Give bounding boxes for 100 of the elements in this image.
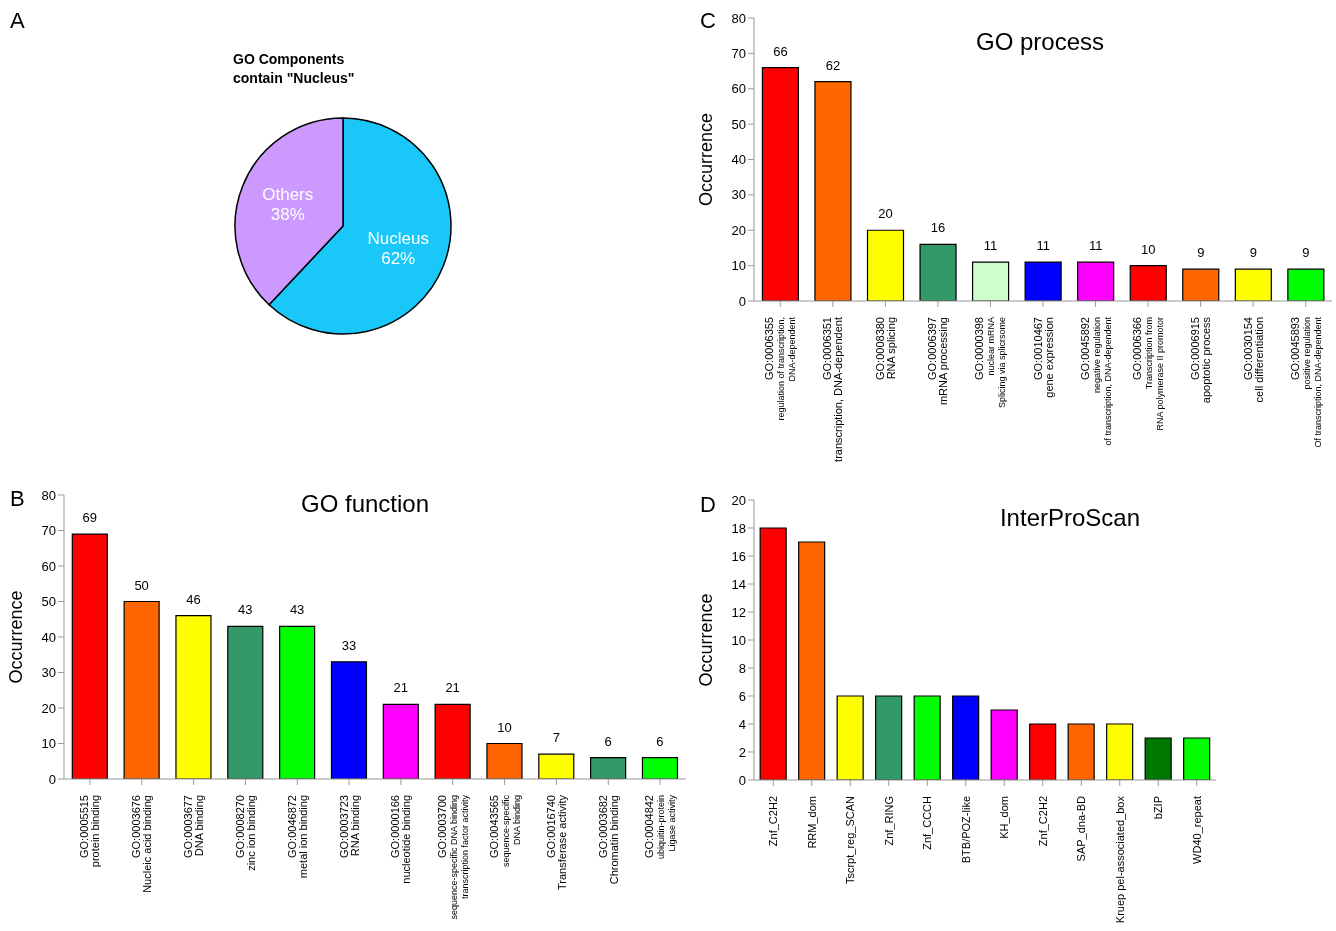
bar — [538, 753, 575, 779]
y-tick-label: 10 — [41, 736, 56, 752]
x-tick-label: GO:0006355 regulation of transcription, DNA-dependent — [763, 316, 798, 421]
bar — [123, 600, 160, 779]
bar — [1129, 265, 1167, 301]
data-label: 33 — [341, 637, 357, 653]
data-label: 62 — [825, 57, 841, 73]
bar — [382, 703, 419, 779]
y-axis-title: Occurrence — [696, 112, 717, 207]
data-label: 11 — [1088, 238, 1103, 254]
data-label: 62% — [381, 248, 416, 268]
y-tick-label: 10 — [731, 258, 746, 274]
x-tick-label: Znf_C2H2 — [767, 796, 780, 847]
y-tick-label: 6 — [738, 688, 746, 704]
y-tick-label: 12 — [731, 604, 746, 620]
y-axis-title: Occurrence — [6, 590, 27, 684]
text: D — [700, 492, 716, 518]
data-label: 66 — [773, 43, 788, 59]
slice-label: Nucleus — [367, 228, 429, 248]
x-tick-label: GO:0003677 DNA binding — [182, 795, 206, 858]
bar — [1029, 723, 1057, 780]
x-tick-label: GO:0003682 Chromatin binding — [596, 795, 620, 885]
y-tick-label: 0 — [48, 771, 56, 787]
bar — [486, 742, 523, 779]
bar — [919, 243, 957, 301]
y-tick-label: 50 — [731, 116, 746, 132]
x-tick-label: Znf_C2H2 — [1036, 796, 1049, 847]
data-label: 9 — [1249, 245, 1257, 261]
y-tick-label: 50 — [41, 594, 56, 610]
data-label: 11 — [983, 238, 998, 254]
data-label: 43 — [289, 602, 305, 618]
bar — [761, 66, 800, 301]
bar — [434, 703, 471, 779]
y-tick-label: 20 — [41, 700, 56, 716]
x-tick-label: KH_dom — [998, 796, 1011, 839]
y-tick-label: 2 — [738, 744, 746, 760]
bar — [641, 757, 679, 779]
data-label: 46 — [186, 591, 201, 607]
x-tick-label: GO:0010467 gene expression — [1031, 317, 1055, 398]
bar — [952, 695, 980, 780]
x-tick-label: GO:0016740 Transferase activity — [544, 794, 568, 890]
bar — [227, 625, 264, 779]
x-tick-label: GO:0045893 positive regulation Of transcription, DNA-dependent — [1288, 316, 1323, 448]
x-tick-label: Tscrpt_reg_SCAN — [844, 795, 857, 885]
x-tick-label: BTB/POZ-like — [959, 796, 972, 864]
data-label: 9 — [1197, 245, 1205, 261]
x-tick-label: GO:0006915 apoptotic process — [1189, 316, 1213, 404]
x-tick-label: RRM_dom — [805, 796, 818, 849]
y-tick-label: 0 — [738, 293, 746, 309]
bar — [866, 229, 905, 301]
x-tick-label: GO:0006351 transcription, DNA-dependent — [821, 317, 845, 462]
bar — [814, 81, 852, 301]
bar — [990, 709, 1018, 780]
y-axis-title: Occurrence — [696, 593, 717, 687]
x-tick-label: GO:0000166 nucleotide binding — [389, 795, 413, 884]
chart-title: InterProScan — [998, 504, 1142, 532]
bar — [1183, 737, 1211, 780]
y-tick-label: 8 — [738, 660, 746, 676]
chart-title: GO Components contain "Nucleus" — [233, 50, 356, 88]
x-tick-label: bZIP — [1152, 796, 1165, 820]
y-tick-label: 18 — [731, 520, 746, 536]
data-label: 50 — [134, 577, 149, 593]
y-tick-label: 80 — [731, 10, 746, 26]
bar — [590, 757, 627, 779]
y-tick-label: 10 — [731, 632, 746, 648]
data-label: 11 — [1036, 238, 1050, 254]
y-tick-label: 20 — [731, 222, 746, 238]
x-tick-label: GO:0006397 mRNA processing — [926, 317, 950, 406]
bar — [1287, 268, 1325, 301]
x-tick-label: GO:0005515 protein binding — [78, 795, 102, 868]
data-label: 21 — [393, 680, 409, 696]
data-label: 21 — [445, 680, 460, 696]
x-tick-label: WD40_repeat — [1190, 796, 1203, 864]
data-label: 10 — [497, 719, 512, 735]
x-tick-label: GO:0004842 ubiquitin-protein Ligase activity — [643, 794, 678, 860]
chart-title: GO function — [299, 490, 431, 518]
bar — [1077, 261, 1115, 301]
bar — [836, 695, 864, 780]
y-tick-label: 4 — [738, 716, 746, 732]
text: B — [10, 486, 25, 512]
x-tick-label: Kruep pel-associated_box — [1113, 795, 1126, 924]
x-tick-label: GO:0008270 zinc ion binding — [233, 795, 257, 871]
data-label: 9 — [1302, 245, 1310, 261]
data-label: 43 — [238, 602, 253, 618]
y-tick-label: 40 — [41, 629, 56, 645]
bar — [913, 695, 941, 780]
bar — [175, 615, 212, 779]
bar — [798, 541, 826, 780]
y-tick-label: 80 — [41, 487, 56, 503]
y-tick-label: 0 — [738, 772, 746, 788]
y-tick-label: 70 — [41, 523, 56, 539]
slice-label: Others — [262, 185, 314, 205]
x-tick-label: GO:0003700 sequence-specific DNA binding transcription factor activity — [435, 794, 470, 920]
data-label: 7 — [552, 730, 560, 746]
bar — [71, 533, 108, 779]
x-tick-label: Znf_RING — [882, 796, 895, 846]
text: C — [700, 8, 716, 34]
data-label: 6 — [656, 733, 664, 749]
data-label: 38% — [270, 205, 305, 225]
bar — [1106, 723, 1134, 780]
